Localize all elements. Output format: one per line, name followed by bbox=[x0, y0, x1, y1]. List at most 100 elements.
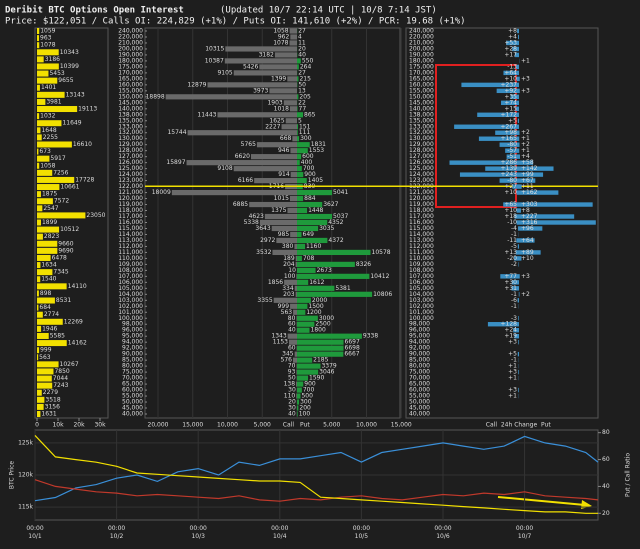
call-label: 30 bbox=[288, 405, 296, 412]
y-tick-label: 92,000 bbox=[409, 345, 430, 352]
put-bar bbox=[297, 130, 298, 136]
bar bbox=[37, 169, 53, 176]
change-bar bbox=[514, 52, 520, 58]
y-tick-label: 101,000 bbox=[409, 309, 434, 316]
put-label: 200 bbox=[299, 405, 311, 412]
value-label: 9655 bbox=[58, 77, 73, 84]
y-tick-label: 100,000 bbox=[409, 315, 434, 322]
put-bar bbox=[297, 243, 306, 250]
value-label: 5453 bbox=[49, 70, 64, 77]
call-bar bbox=[290, 231, 297, 238]
series-line bbox=[34, 434, 598, 514]
call-label: 4623 bbox=[249, 213, 264, 220]
bar bbox=[37, 233, 43, 240]
change-bar bbox=[503, 202, 520, 207]
put-label: 50 bbox=[298, 81, 306, 88]
value-label: 1540 bbox=[41, 276, 56, 283]
call-label: 15897 bbox=[166, 159, 185, 166]
change-label: +30 bbox=[504, 279, 517, 286]
change-label: +13 bbox=[504, 249, 517, 256]
change-label: +5 bbox=[508, 117, 517, 124]
call-label: 80 bbox=[288, 315, 296, 322]
put-label: 264 bbox=[300, 63, 312, 70]
call-label: 60 bbox=[288, 345, 296, 352]
put-bar bbox=[297, 142, 310, 148]
put-label: 2185 bbox=[313, 357, 328, 364]
y-tick-label: 40,000 bbox=[409, 411, 430, 418]
change-label: -6 bbox=[511, 297, 517, 304]
bar bbox=[37, 318, 63, 325]
change-bar bbox=[519, 208, 521, 213]
y-tick-label: 138,000 bbox=[409, 111, 434, 118]
change-label: +31 bbox=[504, 285, 517, 292]
put-bar bbox=[297, 375, 309, 381]
call-label: 1015 bbox=[274, 195, 289, 202]
bar bbox=[37, 254, 51, 261]
change-label: +64 bbox=[504, 69, 517, 76]
bar bbox=[37, 368, 54, 375]
call-label: 3182 bbox=[259, 51, 274, 58]
y-tick-label: 132,000 bbox=[409, 129, 434, 136]
put-label: 2500 bbox=[315, 321, 330, 328]
bar bbox=[37, 361, 59, 368]
put-label: 13 bbox=[298, 87, 306, 94]
value-label: 10343 bbox=[60, 49, 79, 56]
call-bar bbox=[289, 40, 297, 46]
call-label: 1343 bbox=[271, 333, 286, 340]
y-tick-label: 102,000 bbox=[118, 303, 143, 310]
put-label: 5381 bbox=[335, 285, 350, 292]
change-label: -13 bbox=[507, 63, 517, 70]
call-label: 6166 bbox=[238, 177, 253, 184]
change-bar bbox=[519, 160, 534, 165]
put-bar bbox=[297, 327, 310, 333]
y2-tick-label: 20 bbox=[602, 510, 610, 517]
y-tick-label: 220,000 bbox=[118, 33, 143, 40]
bar bbox=[37, 247, 58, 254]
x-axis-label: 24h Change bbox=[501, 422, 538, 429]
change-bar bbox=[519, 274, 520, 279]
value-label: 16610 bbox=[73, 141, 92, 148]
x-tick-label: 00:00 10/4 bbox=[271, 525, 288, 540]
value-label: 1058 bbox=[40, 162, 55, 169]
put-bar bbox=[297, 411, 298, 417]
y-tick-label: 240,000 bbox=[118, 28, 143, 35]
put-label: 20 bbox=[298, 45, 306, 52]
y-tick-label: 90,000 bbox=[409, 351, 430, 358]
y-tick-label: 118,000 bbox=[118, 207, 143, 214]
bar bbox=[37, 332, 49, 339]
y-tick-label: 123,000 bbox=[118, 177, 143, 184]
y-tick-label: 70,000 bbox=[409, 375, 430, 382]
put-label: 5041 bbox=[333, 189, 348, 196]
y-tick-label: 240,000 bbox=[409, 28, 434, 35]
bar bbox=[37, 35, 40, 42]
y-tick-label: 102,000 bbox=[409, 303, 434, 310]
y-tick-label: 180,000 bbox=[118, 57, 143, 64]
call-bar bbox=[296, 315, 297, 321]
change-bar bbox=[519, 172, 544, 177]
x-tick-label: 00:00 10/3 bbox=[190, 525, 207, 540]
y-tick-label: 165,000 bbox=[118, 75, 143, 82]
y-tick-label: 116,000 bbox=[118, 219, 143, 226]
change-label: +1 bbox=[521, 135, 530, 142]
change-label: +10 bbox=[521, 255, 534, 262]
change-bar bbox=[518, 339, 520, 345]
put-label: 649 bbox=[303, 231, 315, 238]
y-tick-label: 121,000 bbox=[118, 189, 143, 196]
y-tick-label: 50,000 bbox=[409, 399, 430, 406]
change-label: -80 bbox=[507, 177, 517, 184]
put-bar bbox=[297, 351, 344, 357]
put-label: 27 bbox=[298, 69, 306, 76]
call-label: 999 bbox=[278, 303, 290, 310]
call-bar bbox=[292, 357, 297, 363]
put-bar bbox=[297, 189, 333, 196]
change-label: +8 bbox=[521, 207, 530, 214]
y-tick-label: 60,000 bbox=[409, 387, 430, 394]
change-bar bbox=[519, 154, 520, 159]
y-tick-label: 119,000 bbox=[118, 201, 143, 208]
put-bar bbox=[297, 148, 308, 154]
put-bar bbox=[297, 297, 311, 303]
x-tick-label: 00:00 10/1 bbox=[26, 525, 43, 540]
value-label: 7850 bbox=[54, 368, 69, 375]
y-tick-label: 126,000 bbox=[118, 159, 143, 166]
call-label: 1399 bbox=[271, 75, 286, 82]
